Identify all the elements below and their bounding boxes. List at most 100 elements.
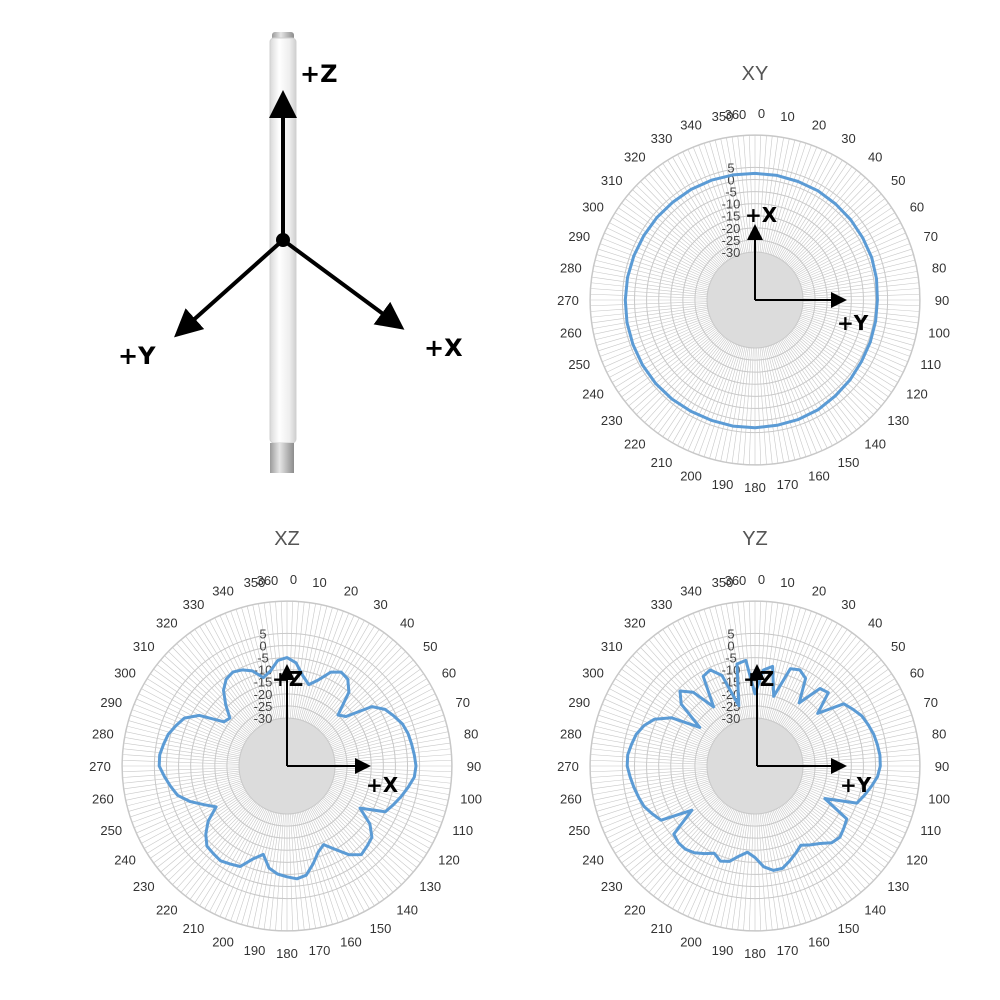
grid-spoke — [803, 743, 919, 759]
grid-spoke — [591, 288, 708, 296]
angle-label: 220 — [624, 436, 646, 451]
grid-spoke — [612, 218, 713, 276]
grid-spoke — [803, 754, 920, 762]
grid-spoke — [771, 145, 811, 255]
angle-label: 300 — [582, 666, 604, 681]
grid-spoke — [645, 177, 723, 264]
angle-label: 190 — [712, 477, 734, 492]
angle-label: 310 — [601, 173, 623, 188]
grid-spoke — [645, 336, 723, 423]
grid-spoke — [319, 802, 397, 889]
grid-spoke — [625, 198, 717, 270]
grid-spoke — [653, 338, 725, 430]
angle-label: 80 — [932, 727, 946, 742]
chart-axis-label: +Z — [272, 667, 303, 691]
grid-spoke — [779, 157, 837, 258]
grid-spoke — [771, 345, 811, 455]
angle-label: 30 — [841, 131, 855, 146]
angle-label: 320 — [624, 616, 646, 631]
angle-label: 130 — [419, 879, 441, 894]
angle-label: 0 — [290, 572, 297, 587]
grid-spoke — [787, 177, 865, 264]
angle-label: 300 — [582, 200, 604, 215]
grid-spoke — [797, 218, 898, 276]
grid-spoke — [290, 814, 298, 931]
ring-label: -30 — [722, 245, 741, 260]
grid-spoke — [803, 302, 920, 306]
grid-spoke — [803, 283, 919, 295]
grid-spoke — [177, 802, 255, 889]
grid-spoke — [329, 790, 430, 848]
angle-label: 330 — [651, 597, 673, 612]
grid-spoke — [790, 799, 874, 880]
angle-label: 300 — [114, 666, 136, 681]
angle-label: 50 — [891, 639, 905, 654]
grid-spoke — [758, 814, 766, 931]
angle-label: 230 — [601, 879, 623, 894]
angle-label: 70 — [455, 695, 469, 710]
angle-label: 10 — [312, 575, 326, 590]
grid-spoke — [335, 760, 452, 764]
grid-spoke — [749, 348, 753, 465]
angle-label: 230 — [133, 879, 155, 894]
grid-spoke — [743, 348, 751, 465]
angle-label: 130 — [887, 413, 909, 428]
angle-label: 270 — [557, 293, 579, 308]
angle-label: 140 — [864, 436, 886, 451]
grid-spoke — [757, 814, 761, 931]
grid-spoke — [132, 782, 242, 822]
grid-spoke — [797, 684, 898, 742]
angle-label: 30 — [373, 597, 387, 612]
angle-label: 180 — [276, 946, 298, 961]
grid-spoke — [319, 643, 397, 730]
angle-label: 150 — [370, 921, 392, 936]
angle-label: 290 — [100, 695, 122, 710]
grid-spoke — [791, 798, 878, 876]
grid-spoke — [590, 294, 707, 298]
grid-spoke — [625, 330, 717, 402]
grid-spoke — [800, 244, 910, 284]
angle-label: 220 — [624, 902, 646, 917]
grid-spoke — [790, 185, 874, 266]
chart-title-yz: YZ — [742, 528, 768, 550]
grid-spoke — [600, 316, 710, 356]
angle-label: 190 — [244, 943, 266, 958]
angle-label: 170 — [777, 943, 799, 958]
grid-spoke — [612, 684, 713, 742]
grid-spoke — [185, 804, 257, 896]
grid-spoke — [758, 348, 766, 465]
grid-spoke — [292, 814, 304, 930]
chart-axis-label: +Y — [837, 311, 869, 335]
angle-label: 340 — [680, 583, 702, 598]
grid-spoke — [793, 796, 885, 868]
angle-label: 120 — [906, 387, 928, 402]
angle-label: 290 — [568, 695, 590, 710]
angle-label: 170 — [309, 943, 331, 958]
angle-label: 160 — [340, 935, 362, 950]
grid-spoke — [591, 754, 708, 762]
chart-axis-label: +X — [745, 203, 778, 227]
grid-spoke — [592, 743, 708, 759]
grid-spoke — [793, 664, 885, 736]
angle-label: 280 — [560, 261, 582, 276]
chart-axis-label: +X — [366, 773, 399, 797]
angle-label: 260 — [92, 791, 114, 806]
angle-label: 320 — [156, 616, 178, 631]
angle-label: 70 — [923, 695, 937, 710]
grid-spoke — [168, 799, 252, 880]
grid-spoke — [600, 244, 710, 284]
angle-label: 90 — [935, 293, 949, 308]
angle-label: 80 — [932, 261, 946, 276]
antenna-y-label: +Y — [118, 342, 156, 370]
grid-spoke — [732, 814, 748, 930]
angle-label: 120 — [438, 853, 460, 868]
antenna-illustration: +Z +Y +X — [118, 32, 463, 473]
grid-spoke — [591, 769, 708, 777]
ring-label: -30 — [254, 711, 273, 726]
grid-spoke — [281, 814, 285, 931]
angle-label: 360 — [725, 573, 747, 588]
grid-spoke — [803, 768, 920, 772]
angle-label: 130 — [887, 879, 909, 894]
angle-label: 40 — [868, 616, 882, 631]
angle-label: 260 — [560, 325, 582, 340]
